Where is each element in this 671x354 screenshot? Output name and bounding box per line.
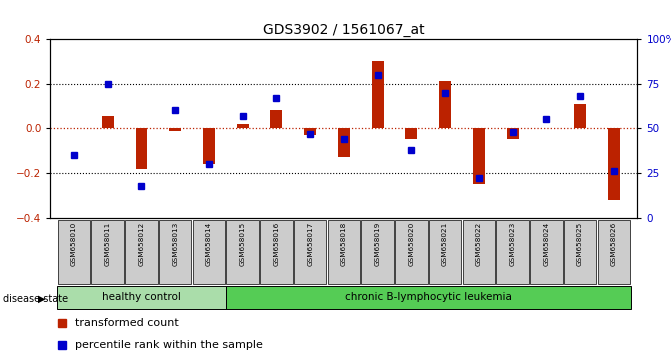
- Text: GSM658017: GSM658017: [307, 222, 313, 266]
- Text: GSM658010: GSM658010: [71, 222, 77, 266]
- Bar: [372, 61, 384, 129]
- Bar: [338, 129, 350, 158]
- FancyBboxPatch shape: [564, 220, 597, 284]
- Text: GSM658024: GSM658024: [544, 222, 550, 266]
- FancyBboxPatch shape: [395, 220, 427, 284]
- Bar: [102, 116, 113, 129]
- Text: GSM658013: GSM658013: [172, 222, 178, 266]
- FancyBboxPatch shape: [429, 220, 462, 284]
- Text: GSM658019: GSM658019: [374, 222, 380, 266]
- FancyBboxPatch shape: [463, 220, 495, 284]
- Text: GSM658021: GSM658021: [442, 222, 448, 266]
- Bar: [473, 129, 484, 184]
- Text: healthy control: healthy control: [102, 292, 181, 302]
- FancyBboxPatch shape: [159, 220, 191, 284]
- Bar: [136, 129, 148, 169]
- FancyBboxPatch shape: [497, 220, 529, 284]
- Text: disease state: disease state: [3, 294, 68, 304]
- Text: GSM658026: GSM658026: [611, 222, 617, 266]
- FancyBboxPatch shape: [57, 286, 225, 308]
- FancyBboxPatch shape: [225, 286, 631, 308]
- Text: ▶: ▶: [38, 294, 46, 304]
- FancyBboxPatch shape: [294, 220, 326, 284]
- Text: GSM658018: GSM658018: [341, 222, 347, 266]
- Title: GDS3902 / 1561067_at: GDS3902 / 1561067_at: [263, 23, 425, 36]
- Bar: [440, 81, 451, 129]
- Bar: [203, 129, 215, 164]
- FancyBboxPatch shape: [226, 220, 259, 284]
- Text: GSM658022: GSM658022: [476, 222, 482, 266]
- FancyBboxPatch shape: [125, 220, 158, 284]
- Bar: [270, 110, 282, 129]
- Text: percentile rank within the sample: percentile rank within the sample: [75, 339, 263, 350]
- Text: GSM658011: GSM658011: [105, 222, 111, 266]
- Text: GSM658014: GSM658014: [206, 222, 212, 266]
- FancyBboxPatch shape: [58, 220, 90, 284]
- Text: GSM658023: GSM658023: [509, 222, 515, 266]
- FancyBboxPatch shape: [91, 220, 124, 284]
- FancyBboxPatch shape: [193, 220, 225, 284]
- Text: transformed count: transformed count: [75, 318, 178, 329]
- Bar: [237, 124, 248, 129]
- Text: GSM658025: GSM658025: [577, 222, 583, 266]
- Bar: [169, 129, 181, 131]
- Bar: [405, 129, 417, 139]
- FancyBboxPatch shape: [598, 220, 630, 284]
- FancyBboxPatch shape: [530, 220, 562, 284]
- Text: GSM658020: GSM658020: [409, 222, 415, 266]
- Bar: [574, 104, 586, 129]
- Text: chronic B-lymphocytic leukemia: chronic B-lymphocytic leukemia: [345, 292, 512, 302]
- FancyBboxPatch shape: [362, 220, 394, 284]
- FancyBboxPatch shape: [327, 220, 360, 284]
- Text: GSM658012: GSM658012: [138, 222, 144, 266]
- FancyBboxPatch shape: [260, 220, 293, 284]
- Bar: [507, 129, 519, 139]
- Text: GSM658015: GSM658015: [240, 222, 246, 266]
- Text: GSM658016: GSM658016: [273, 222, 279, 266]
- Bar: [608, 129, 620, 200]
- Bar: [304, 129, 316, 135]
